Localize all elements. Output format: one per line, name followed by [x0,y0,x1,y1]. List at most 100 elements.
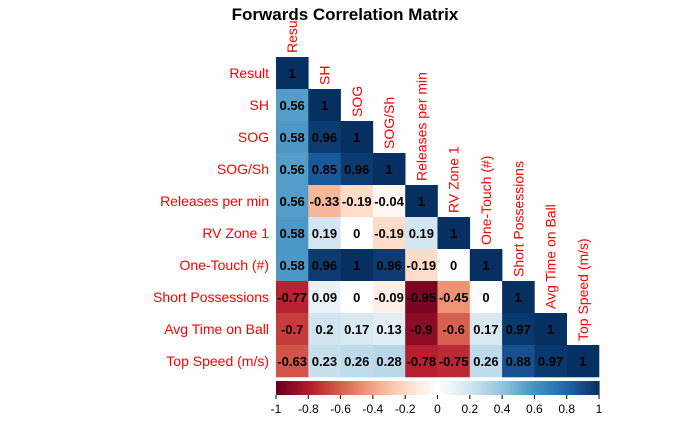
colorbar-segment [467,381,471,395]
colorbar-segment [593,381,597,395]
heatmap-cell [276,345,309,378]
row-label: Top Speed (m/s) [166,353,269,369]
heatmap-cell [276,121,309,154]
colorbar-segment [424,381,428,395]
cell-value-label: 0.17 [473,322,498,337]
cell-value-label: -0.45 [439,290,469,305]
heatmap-cell [405,185,438,218]
column-label: One-Touch (#) [478,156,494,245]
cell-value-label: 0.58 [279,258,304,273]
colorbar-segment [305,381,309,395]
colorbar-segment [553,381,557,395]
cell-value-label: 1 [385,162,392,177]
colorbar-segment [316,381,320,395]
colorbar-segment [526,381,530,395]
colorbar-tick-label: -0.4 [363,402,384,416]
column-label: RV Zone 1 [446,146,462,213]
heatmap-cell [340,185,374,218]
colorbar-segment [327,381,331,395]
heatmap-cell [405,345,438,378]
heatmap-cell [372,249,406,282]
colorbar-segment [442,381,447,395]
cell-value-label: -0.19 [342,194,372,209]
cell-value-label: 0.2 [315,322,333,337]
cell-value-label: 1 [515,290,522,305]
colorbar-segment [502,381,506,395]
colorbar-segment [566,381,570,395]
heatmap-cell [534,313,567,346]
colorbar-segment [292,381,296,395]
colorbar-segment [456,381,460,395]
heatmap-cell [469,249,503,282]
row-label: Avg Time on Ball [164,321,269,337]
colorbar-segment [475,381,479,395]
colorbar-tick-label: -0.2 [395,402,416,416]
colorbar-segment [286,381,291,395]
colorbar-segment [351,381,355,395]
colorbar-segment [426,381,431,395]
cell-value-label: 1 [450,226,457,241]
colorbar-segment [588,381,592,395]
column-labels: Resu SH SOG SOG/Sh Releases per min RV Zone 1… [284,20,591,341]
colorbar-segment [445,381,449,395]
heatmap-cell [340,281,374,314]
heatmap-cell [308,153,341,186]
colorbar-tick-label: -0.6 [330,402,351,416]
cell-value-label: -0.7 [281,322,303,337]
cell-value-label: 0.19 [409,226,434,241]
heatmap-cell [308,345,341,378]
colorbar-segment [399,381,404,395]
cell-value-label: 0.17 [344,322,369,337]
cell-value-label: 0.26 [473,354,498,369]
colorbar-segment [386,381,390,395]
heatmap-cell [372,185,406,218]
colorbar-segment [407,381,412,395]
colorbar-segment [534,381,538,395]
column-label: SOG/Sh [381,97,397,149]
colorbar-segment [375,381,379,395]
colorbar-segment [335,381,339,395]
heatmap-cell [372,217,406,250]
colorbar-segment [569,381,573,395]
heatmap-cell [405,249,438,282]
colorbar-segment [364,381,369,395]
colorbar-segment [529,381,533,395]
heatmap-cell [308,185,341,218]
colorbar-segment [402,381,406,395]
heatmap-cell [276,217,309,250]
colorbar-segment [440,381,444,395]
heatmap-cell [308,313,341,346]
colorbar-segment [572,381,576,395]
heatmap-cell [276,313,309,346]
cell-value-label: -0.77 [277,290,307,305]
colorbar-segment [362,381,366,395]
heatmap-cell [308,121,341,154]
colorbar-segment [555,381,560,395]
cell-value-label: 0.58 [279,226,304,241]
colorbar-segment [512,381,517,395]
heatmap-cell [276,57,309,90]
colorbar-segment [421,381,425,395]
heatmap-cell [534,345,567,378]
colorbar-segment [450,381,455,395]
heatmap-cell [340,345,374,378]
colorbar-segment [545,381,549,395]
colorbar-segment [491,381,495,395]
heatmap-cell [308,89,341,122]
heatmap-cell [308,217,341,250]
cell-value-label: 0 [482,290,489,305]
cell-value-label: 0.96 [344,162,369,177]
colorbar-segment [380,381,385,395]
cell-value-label: 1 [418,194,425,209]
colorbar-segment [461,381,466,395]
colorbar-segment [504,381,509,395]
column-label: Short Possessions [510,161,526,277]
heatmap-cell [372,281,406,314]
cell-value-label: 0.97 [538,354,563,369]
cell-value-label: 0.56 [279,98,304,113]
cell-value-label: 1 [289,66,296,81]
colorbar-segment [302,381,307,395]
colorbar-segment [483,381,487,395]
cell-value-label: 0 [450,258,457,273]
